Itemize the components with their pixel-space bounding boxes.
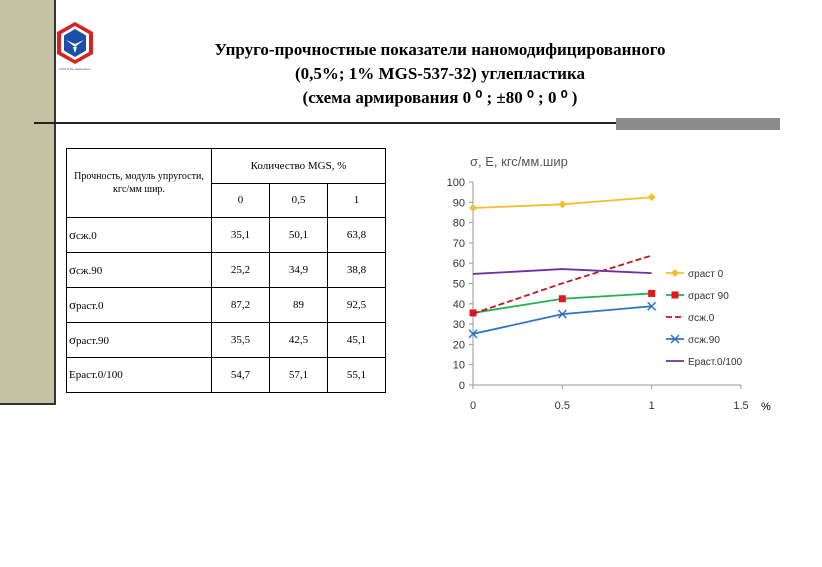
- data-point: [647, 301, 657, 311]
- hexagon-bird-logo-icon: [57, 22, 93, 64]
- row-symbol: σ: [69, 262, 77, 277]
- table-row: σраст.90 35,5 42,5 45,1: [66, 322, 386, 358]
- data-point: [468, 329, 478, 339]
- table-row: σраст.0 87,2 89 92,5: [66, 287, 386, 323]
- table-cell: 63,8: [327, 217, 386, 253]
- title-line-1: Упруго-прочностные показатели наномодифи…: [214, 40, 666, 59]
- row-label: σраст.0: [66, 287, 212, 323]
- data-point: [557, 309, 567, 319]
- x-tick-label: 1: [649, 400, 655, 412]
- row-symbol: Е: [69, 369, 76, 381]
- row-label-text: раст.90: [76, 335, 110, 347]
- table-cell: 89: [269, 287, 328, 323]
- series-line: [472, 305, 652, 335]
- table-header-mgs: Количество MGS, %: [211, 148, 386, 184]
- row-label: σсж.0: [66, 217, 212, 253]
- row-symbol: σ: [69, 227, 77, 242]
- legend-label: Ераст.0/100: [688, 357, 743, 368]
- y-tick-label: 40: [453, 299, 465, 311]
- y-tick-label: 50: [453, 279, 465, 291]
- series-line: [472, 268, 652, 275]
- logo-caption: ООО НТЦ «Композит»: [59, 67, 91, 71]
- row-label-text: сж.0: [76, 230, 97, 242]
- table-cell: 42,5: [269, 322, 328, 358]
- table-cell: 38,8: [327, 252, 386, 288]
- table-cell: 57,1: [269, 357, 328, 393]
- y-tick-label: 0: [459, 380, 465, 392]
- row-label-text: раст.0/100: [75, 369, 123, 381]
- left-decor-bar: [0, 0, 56, 405]
- y-tick-label: 30: [453, 319, 465, 331]
- row-label: σраст.90: [66, 322, 212, 358]
- x-tick-label: 0: [470, 400, 476, 412]
- chart-legend: σраст 0 σраст 90 σсж.0 σсж.90 Ераст.0/100: [666, 269, 743, 368]
- data-point: [647, 193, 656, 202]
- legend-marker: [670, 334, 680, 344]
- table-row: Ераст.0/100 54,7 57,1 55,1: [66, 357, 386, 393]
- table-cell: 87,2: [211, 287, 270, 323]
- data-point: [469, 203, 477, 212]
- y-tick-label: 10: [453, 360, 465, 372]
- table-col-0: 0: [211, 182, 270, 218]
- row-label: σсж.90: [66, 252, 212, 288]
- table-subheader-row: 0 0,5 1: [67, 182, 386, 218]
- row-label-text: раст.0: [76, 300, 104, 312]
- table-cell: 35,1: [211, 217, 270, 253]
- series-line: [472, 254, 652, 315]
- legend-marker: [671, 269, 679, 277]
- y-tick-label: 70: [453, 238, 465, 250]
- row-label-text: сж.90: [76, 265, 103, 277]
- table-cell: 55,1: [327, 357, 386, 393]
- x-axis-label: %: [761, 401, 771, 413]
- table-col-1: 0,5: [269, 182, 328, 218]
- title-divider: [34, 122, 616, 124]
- table-cell: 35,5: [211, 322, 270, 358]
- data-point: [648, 289, 656, 297]
- line-chart: σ, Е, кгс/мм.шир % 010203040506070809010…: [447, 154, 771, 413]
- legend-label: σсж.0: [688, 313, 715, 324]
- y-tick-label: 20: [453, 339, 465, 351]
- legend-label: σраст 0: [688, 269, 724, 280]
- properties-table: Прочность, модуль упругости, кгс/мм шир.…: [66, 148, 386, 393]
- table-cell: 45,1: [327, 322, 386, 358]
- title-divider-accent: [616, 118, 780, 130]
- row-symbol: σ: [69, 297, 77, 312]
- legend-label: σраст 90: [688, 291, 729, 302]
- table-row: σсж.0 35,1 50,1 63,8: [66, 217, 386, 253]
- table-cell: 50,1: [269, 217, 328, 253]
- left-decor-bar-base: [0, 403, 56, 405]
- y-tick-label: 100: [447, 177, 465, 189]
- table-cell: 92,5: [327, 287, 386, 323]
- data-point: [558, 295, 566, 303]
- table-cell: 25,2: [211, 252, 270, 288]
- row-symbol: σ: [69, 332, 77, 347]
- x-tick-label: 1.5: [733, 400, 748, 412]
- table-col-2: 1: [327, 182, 386, 218]
- chart-title: σ, Е, кгс/мм.шир: [470, 154, 568, 169]
- y-tick-label: 80: [453, 218, 465, 230]
- table-cell: 34,9: [269, 252, 328, 288]
- table-header-property: Прочность, модуль упругости, кгс/мм шир.: [66, 148, 212, 218]
- y-tick-label: 60: [453, 258, 465, 270]
- legend-marker: [671, 291, 679, 299]
- x-tick-label: 0.5: [555, 400, 570, 412]
- legend-label: σсж.90: [688, 335, 720, 346]
- y-tick-label: 90: [453, 197, 465, 209]
- page-title: Упруго-прочностные показатели наномодифи…: [100, 38, 780, 110]
- data-point: [558, 200, 567, 209]
- row-label: Ераст.0/100: [66, 357, 212, 393]
- table-cell: 54,7: [211, 357, 270, 393]
- plot-area: 0 10 20 30 40 50 60 70 80 90 100 0 0.5 1 1.5: [447, 177, 749, 412]
- table-row: σсж.90 25,2 34,9 38,8: [66, 252, 386, 288]
- title-line-3: (схема армирования 0 ⁰ ; ±80 ⁰ ; 0 ⁰ ): [302, 88, 578, 107]
- title-line-2: (0,5%; 1% MGS-537-32) углепластика: [294, 64, 586, 83]
